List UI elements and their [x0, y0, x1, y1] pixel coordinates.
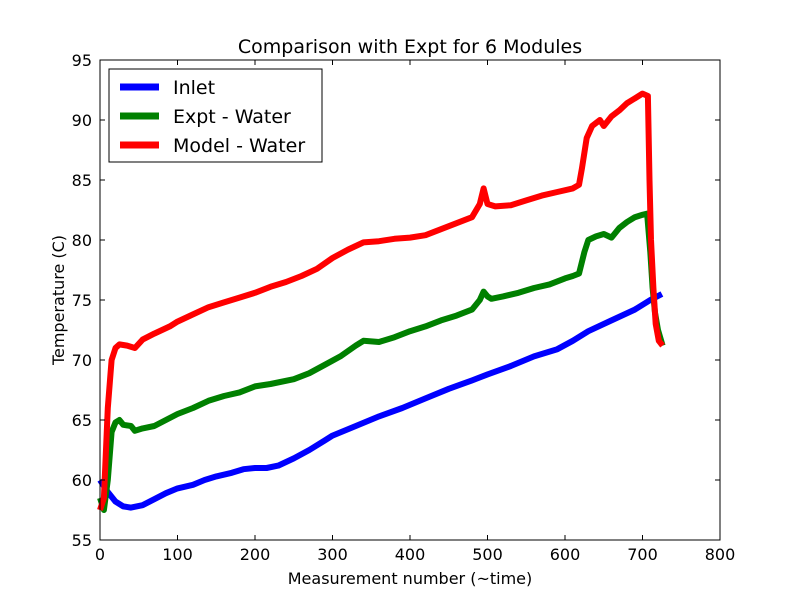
x-axis-label: Measurement number (~time)	[288, 569, 533, 588]
series-line-model-water	[97, 90, 665, 511]
x-tick-label: 300	[317, 545, 348, 564]
legend-label-model-water: Model - Water	[173, 135, 305, 157]
chart-title: Comparison with Expt for 6 Modules	[238, 36, 582, 58]
y-tick-label: 80	[72, 231, 92, 250]
x-tick-label: 0	[95, 545, 105, 564]
y-tick-label: 85	[72, 171, 92, 190]
x-tick-label: 600	[550, 545, 581, 564]
y-axis-label: Temperature (C)	[49, 235, 68, 366]
x-tick-label: 800	[705, 545, 736, 564]
legend: Inlet Expt - Water Model - Water	[108, 68, 323, 163]
y-axis: 55 60 65 70 75 80 85 90 95	[72, 51, 720, 550]
y-tick-label: 60	[72, 471, 92, 490]
y-tick-label: 90	[72, 111, 92, 130]
x-tick-label: 700	[627, 545, 658, 564]
x-tick-label: 500	[472, 545, 503, 564]
legend-label-expt-water: Expt - Water	[173, 106, 291, 128]
x-tick-label: 100	[162, 545, 193, 564]
series-group	[97, 90, 666, 513]
y-tick-label: 75	[72, 291, 92, 310]
x-axis: 0 100 200 300 400 500 600 700 800	[95, 60, 735, 564]
series-line-inlet	[97, 291, 664, 511]
y-tick-label: 55	[72, 531, 92, 550]
x-tick-label: 200	[240, 545, 271, 564]
y-tick-label: 70	[72, 351, 92, 370]
y-tick-label: 65	[72, 411, 92, 430]
y-tick-label: 95	[72, 51, 92, 70]
x-tick-label: 400	[395, 545, 426, 564]
series-line-expt-water	[97, 210, 666, 513]
legend-label-inlet: Inlet	[173, 77, 215, 99]
